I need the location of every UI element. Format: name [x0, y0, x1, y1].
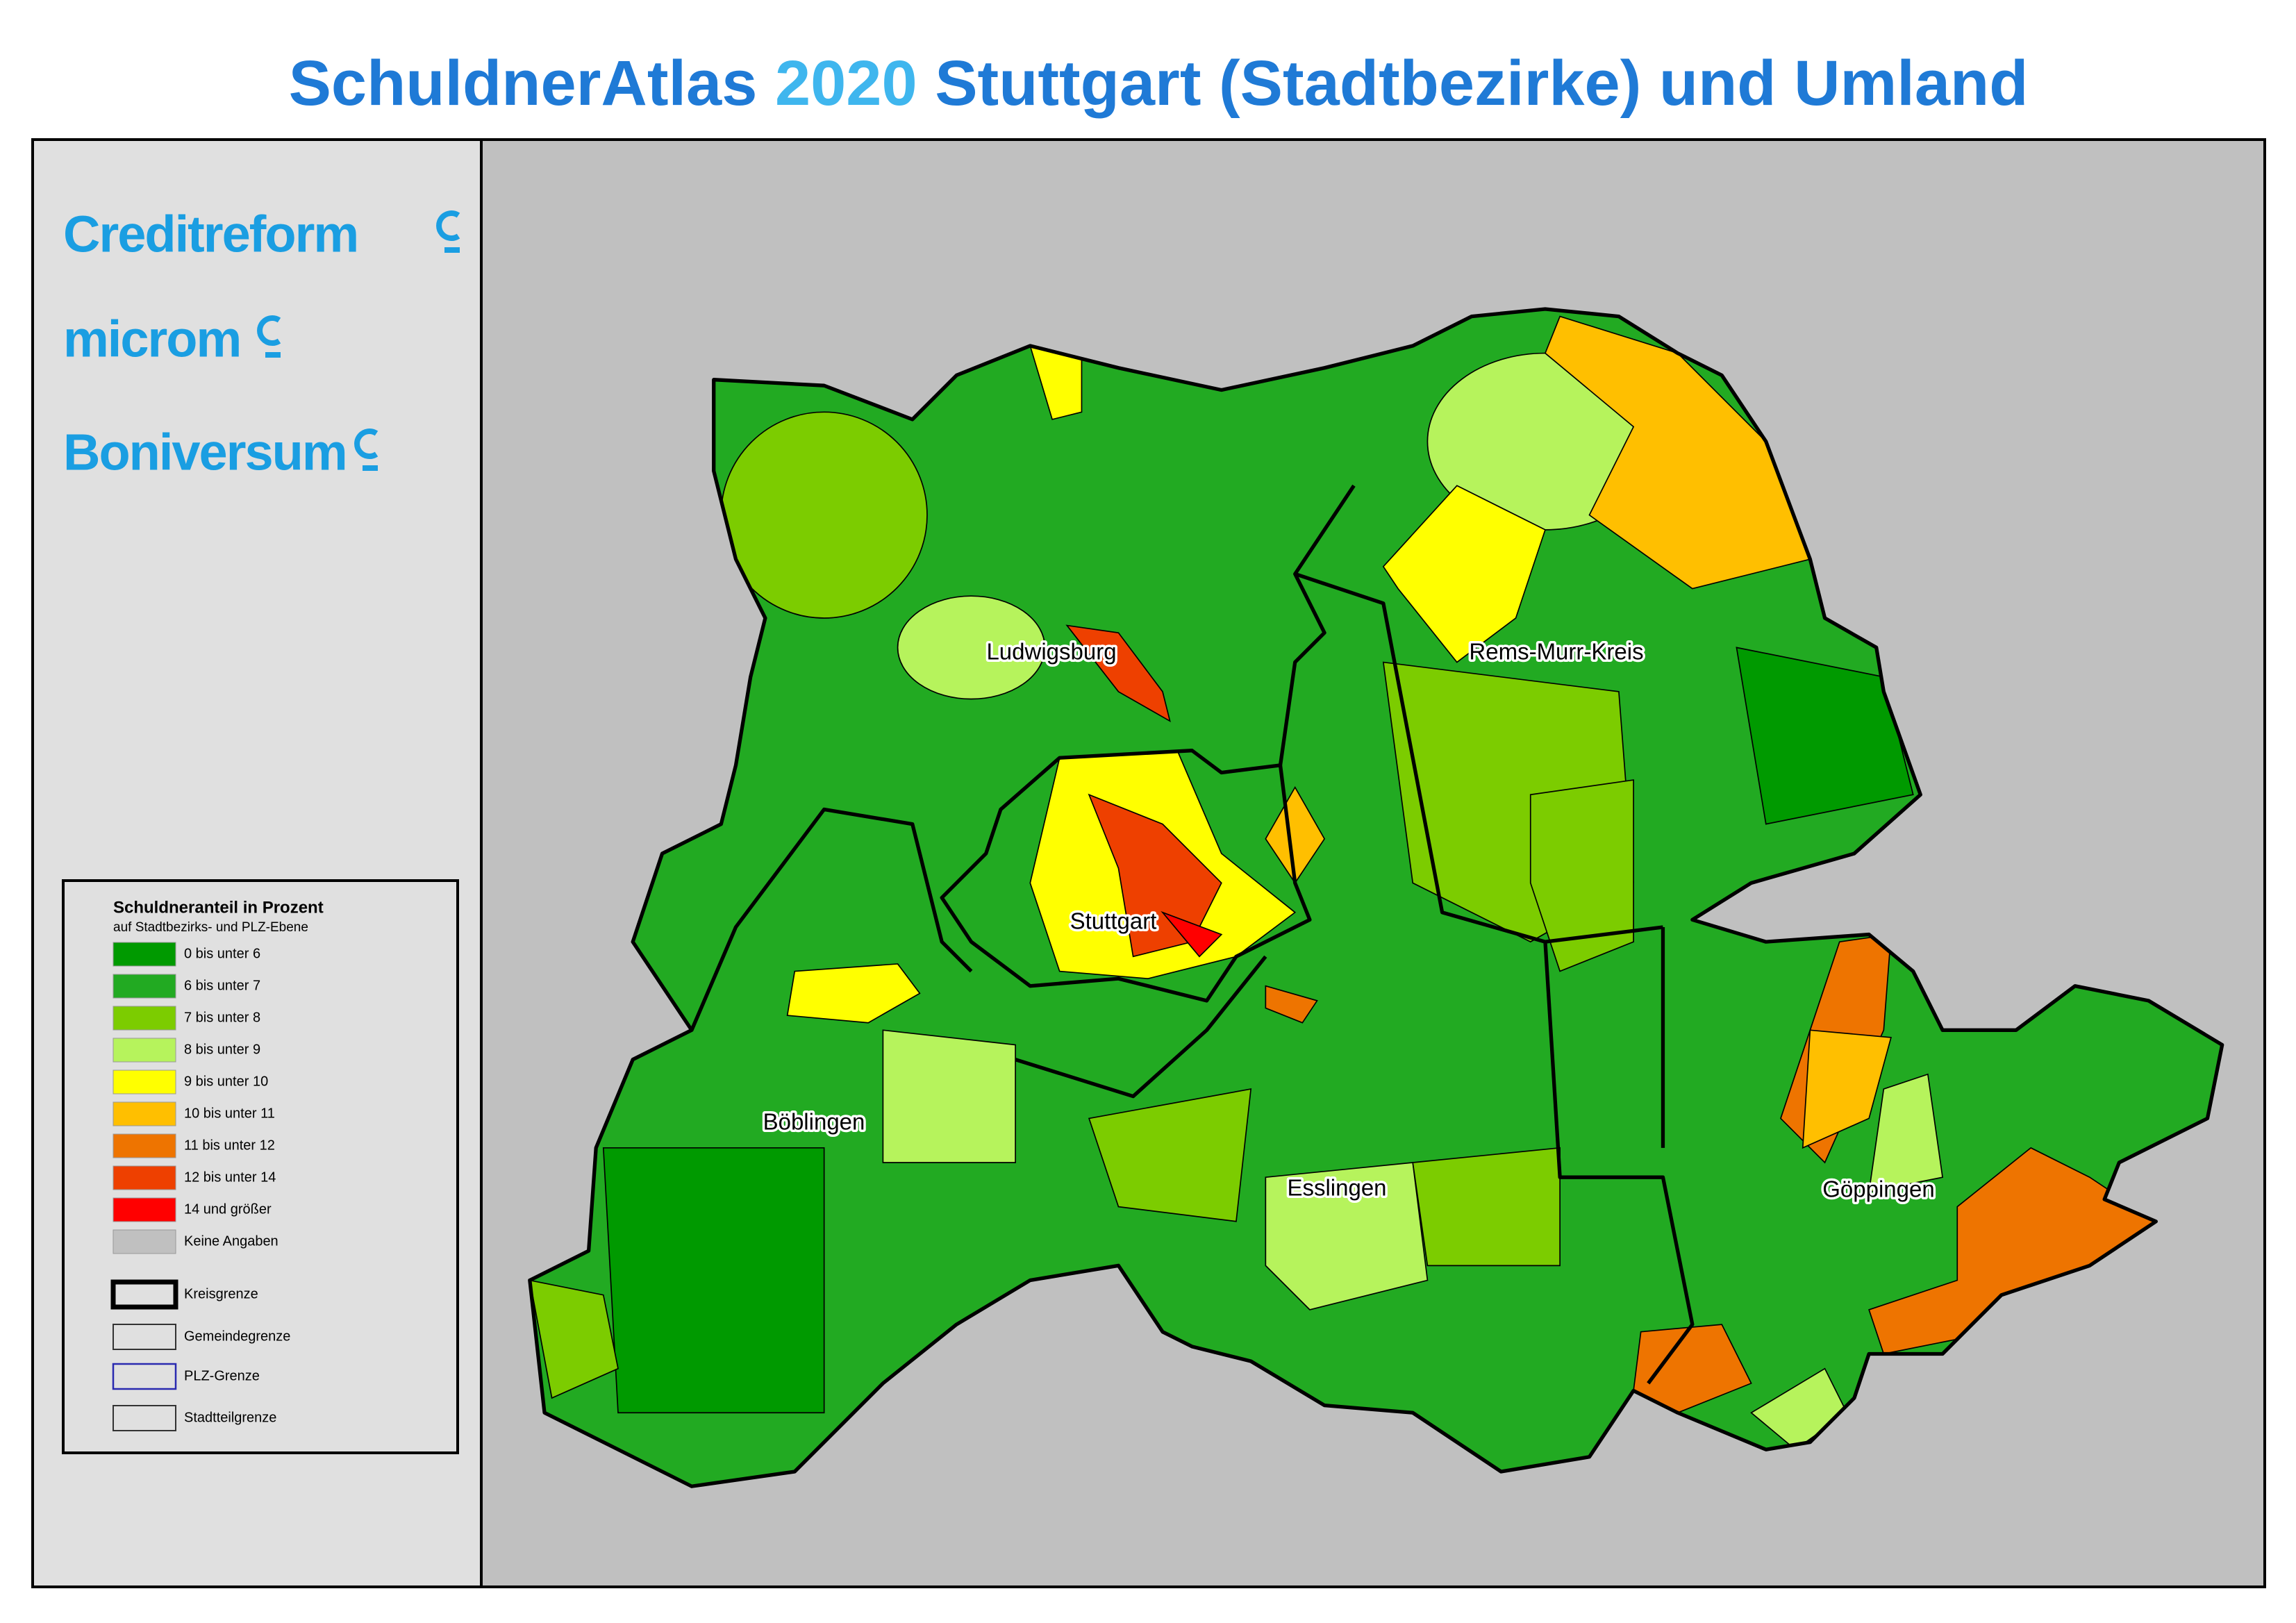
legend-label: 9 bis unter 10: [184, 1074, 268, 1089]
region: [1265, 1162, 1429, 1310]
region: [1065, 624, 1171, 723]
title-part: SchuldnerAtlas: [289, 48, 758, 119]
legend-subtitle: auf Stadtbezirks- und PLZ-Ebene: [113, 920, 308, 935]
legend-border-swatch: [112, 1363, 177, 1390]
logo-text: Creditreform: [63, 206, 358, 263]
logos: Creditreform microm Boniversum: [63, 206, 460, 481]
legend-swatch: [113, 1006, 176, 1031]
logo-icon: [354, 428, 378, 471]
district-border: [1543, 941, 1695, 1385]
district-border: [940, 749, 1312, 1003]
district-border: [690, 807, 973, 1031]
region: [1161, 910, 1223, 958]
legend-swatch: [113, 1069, 176, 1095]
region: [1544, 315, 1811, 590]
legend-swatch: [113, 1038, 176, 1063]
region: [786, 963, 921, 1024]
legend-border-swatch: [110, 1279, 178, 1310]
legend: Schuldneranteil in Prozent auf Stadtbezi…: [62, 879, 459, 1454]
region: [1802, 1029, 1892, 1149]
region: [1265, 985, 1318, 1024]
region-label: Esslingen: [1287, 1175, 1386, 1201]
legend-label: 0 bis unter 6: [184, 946, 260, 961]
legend-swatch: [113, 942, 176, 967]
title: SchuldnerAtlas 2020 Stuttgart (Stadtbezi…: [289, 48, 2029, 119]
region-label: Stuttgart: [1070, 908, 1157, 934]
legend-label: 6 bis unter 7: [184, 978, 260, 993]
region: [720, 411, 928, 619]
legend-label: 14 und größer: [184, 1201, 272, 1217]
title-part: Stuttgart (Stadtbezirke) und Umland: [935, 48, 2028, 119]
legend-swatch: [113, 1165, 176, 1190]
region-label: Ludwigsburg: [986, 639, 1116, 665]
region-label: Rems-Murr-Kreis: [1469, 639, 1643, 665]
legend-title: Schuldneranteil in Prozent: [113, 898, 324, 917]
region-label: Göppingen: [1822, 1176, 1934, 1202]
legend-label: 10 bis unter 11: [184, 1106, 275, 1121]
legend-label: 8 bis unter 9: [184, 1042, 260, 1057]
region: [1736, 647, 1914, 825]
region: [1412, 1147, 1561, 1267]
legend-label: 12 bis unter 14: [184, 1170, 276, 1185]
region: [1868, 1073, 1944, 1193]
legend-border-swatch: [113, 1324, 176, 1350]
legend-swatch: [113, 1133, 176, 1158]
district-borders: [528, 307, 2224, 1488]
logo-icon: [436, 210, 460, 253]
region: [897, 595, 1046, 700]
district-border: [1278, 484, 1356, 766]
outer-border: [528, 307, 2224, 1488]
legend-border-swatch: [113, 1405, 176, 1431]
legend-label: 7 bis unter 8: [184, 1010, 260, 1025]
region: [1529, 779, 1634, 972]
region: [1382, 485, 1546, 663]
district-border: [1294, 572, 1663, 944]
legend-swatch: [113, 1197, 176, 1222]
district-border: [1015, 955, 1267, 1099]
logo-text: Boniversum: [63, 424, 347, 481]
region: [1088, 1088, 1252, 1222]
legend-label: Keine Angaben: [184, 1233, 278, 1249]
title-year: 2020: [775, 48, 917, 119]
region-label: Böblingen: [763, 1109, 865, 1135]
legend-swatch: [113, 974, 176, 999]
region: [602, 1147, 825, 1414]
legend-label: Kreisgrenze: [184, 1286, 258, 1301]
region: [1633, 1324, 1752, 1414]
legend-swatch: [113, 1101, 176, 1126]
legend-label: Stadtteilgrenze: [184, 1410, 276, 1425]
legend-swatch: [113, 1229, 176, 1254]
region: [529, 1279, 619, 1399]
region-labels: Ludwigsburg Rems-Murr-Kreis Stuttgart Böbli…: [760, 636, 1937, 1204]
logo-icon: [257, 315, 281, 358]
region: [882, 1029, 1016, 1163]
legend-label: 11 bis unter 12: [184, 1138, 275, 1153]
legend-label: PLZ-Grenze: [184, 1368, 260, 1383]
logo-text: microm: [63, 310, 240, 368]
legend-label: Gemeindegrenze: [184, 1329, 290, 1344]
